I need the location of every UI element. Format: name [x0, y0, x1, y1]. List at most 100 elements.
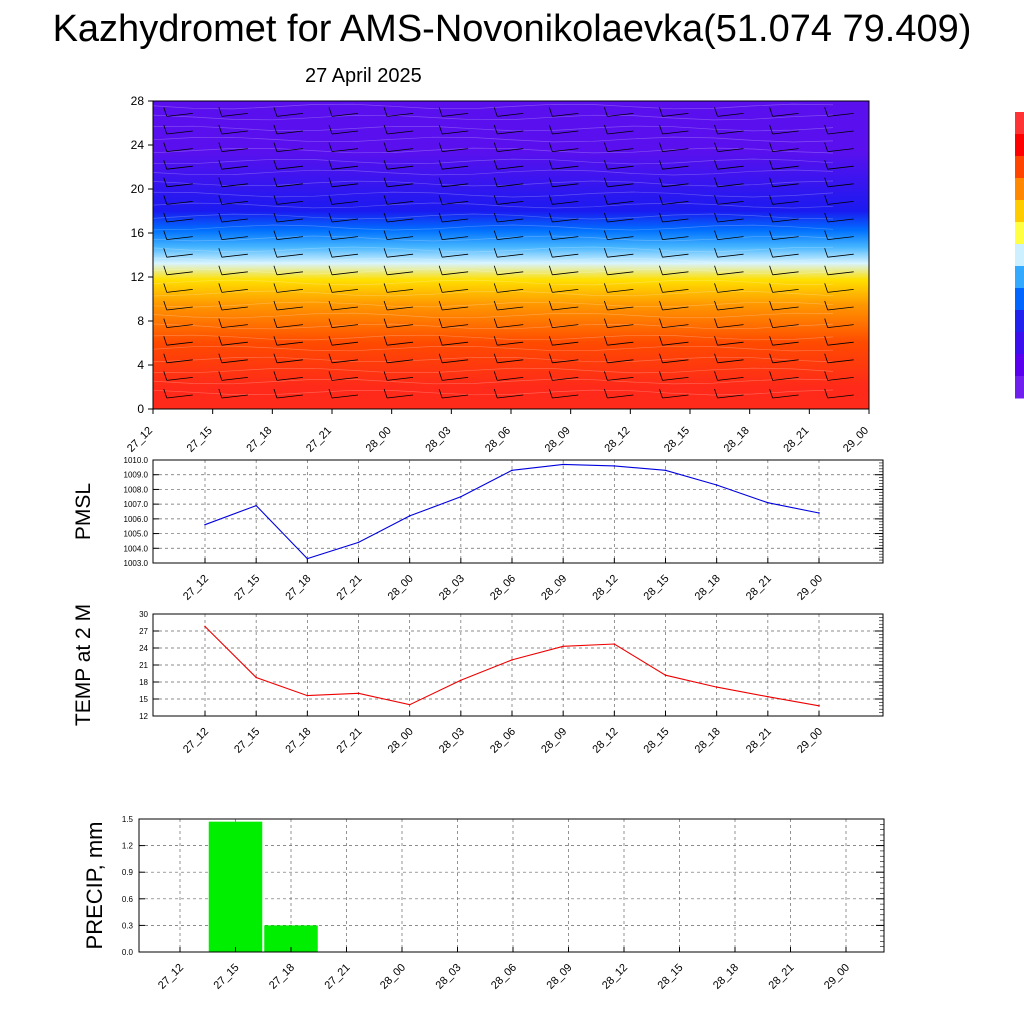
wind-barb [442, 324, 469, 328]
wind-barb [276, 148, 303, 152]
wind-barb-flag [383, 353, 388, 363]
wind-barb [662, 253, 689, 258]
wind-barb-flag [493, 353, 498, 363]
wind-barb [221, 236, 248, 240]
wind-barb [607, 253, 634, 258]
wind-barb-flag [328, 160, 333, 170]
y-axis-label: PRECIP, mm [82, 822, 107, 950]
wind-barb-flag [548, 124, 553, 135]
wind-barb [166, 148, 193, 152]
data-point [408, 703, 411, 706]
wind-barb-flag [218, 336, 223, 346]
wind-barb [387, 306, 414, 311]
wind-barb [331, 165, 359, 170]
wind-barb-flag [328, 265, 333, 275]
wind-barb-flag [383, 371, 388, 381]
wind-barb [387, 148, 414, 152]
wind-barb [387, 236, 414, 240]
wind-barb-flag [328, 177, 333, 187]
data-point [562, 645, 564, 648]
wind-barb [442, 201, 469, 205]
wind-barb [552, 271, 579, 276]
wind-barb [552, 218, 579, 223]
x-tick-label: 27_21 [304, 425, 334, 455]
wind-barb [717, 394, 744, 399]
wind-barb-flag [659, 230, 663, 240]
wind-barb-flag [548, 230, 553, 240]
wind-barb-flag [548, 265, 553, 275]
wind-barb [772, 218, 799, 223]
wind-barb-flag [548, 336, 553, 346]
data-point [306, 557, 309, 560]
data-point [255, 504, 257, 507]
wind-barb [607, 165, 634, 170]
x-tick-label: 28_06 [483, 425, 513, 455]
wind-barb [497, 341, 524, 346]
y-tick-label: 18 [139, 678, 148, 687]
colorbar-swatch [1015, 200, 1024, 223]
wind-barb-flag [218, 353, 223, 363]
wind-barb [442, 377, 469, 381]
x-tick-label: 27_18 [283, 573, 313, 603]
wind-barb-flag [383, 265, 388, 275]
wind-barb [662, 289, 689, 293]
wind-barb [497, 183, 524, 188]
wind-barb-flag [714, 142, 718, 152]
y-tick-label: 20 [131, 182, 145, 196]
wind-barb-flag [769, 300, 773, 311]
data-point [715, 484, 718, 486]
wind-barb-flag [383, 300, 388, 311]
y-tick-label: 0 [137, 402, 144, 416]
wind-barb-flag [493, 388, 498, 399]
colorbar-swatch [1015, 134, 1024, 157]
x-tick-label: 28_15 [662, 425, 692, 455]
wind-barb [276, 113, 303, 117]
data-point [715, 686, 718, 688]
wind-barb-flag [604, 371, 608, 381]
x-tick-label: 27_18 [267, 962, 297, 992]
wind-barb [497, 359, 524, 364]
data-point [562, 463, 564, 466]
wind-barb-flag [824, 230, 829, 240]
wind-barb [827, 289, 854, 293]
wind-barb-flag [493, 160, 498, 170]
wind-barb-flag [163, 107, 168, 117]
wind-barb-flag [383, 336, 388, 346]
wind-barb-flag [493, 336, 498, 346]
y-tick-label: 1.2 [122, 842, 134, 851]
wind-barb-flag [659, 177, 663, 187]
wind-barb [221, 201, 248, 205]
wind-barb-flag [604, 353, 608, 363]
y-tick-label: 1007.0 [124, 500, 149, 509]
contour-line [152, 356, 834, 363]
contour-line [152, 103, 834, 110]
wind-barb-flag [328, 195, 333, 205]
wind-barb [387, 218, 414, 223]
wind-barb-flag [163, 371, 168, 381]
wind-barb-flag [824, 248, 829, 258]
wind-barb-flag [328, 283, 333, 293]
wind-barb-flag [714, 160, 718, 170]
wind-barb-flag [824, 353, 829, 363]
wind-barb [827, 359, 854, 364]
wind-barb-flag [493, 248, 498, 258]
wind-barb-flag [659, 283, 663, 293]
wind-barb [497, 236, 524, 240]
wind-barb-flag [438, 212, 443, 223]
wind-barb-flag [438, 107, 443, 117]
wind-barb-flag [824, 195, 829, 205]
wind-barb-flag [714, 283, 718, 293]
wind-barb [276, 324, 303, 328]
wind-barb [717, 324, 744, 328]
wind-barb [276, 165, 303, 170]
wind-barb [552, 306, 579, 311]
wind-barb [221, 306, 248, 311]
x-tick-label: 28_12 [590, 573, 620, 603]
x-tick-label: 28_09 [539, 726, 569, 756]
wind-barb-flag [493, 212, 498, 223]
x-tick-label: 29_00 [841, 425, 871, 455]
wind-barb [166, 324, 193, 328]
x-tick-label: 28_00 [378, 962, 408, 992]
x-tick-label: 28_09 [545, 962, 575, 992]
wind-barb [772, 113, 799, 117]
